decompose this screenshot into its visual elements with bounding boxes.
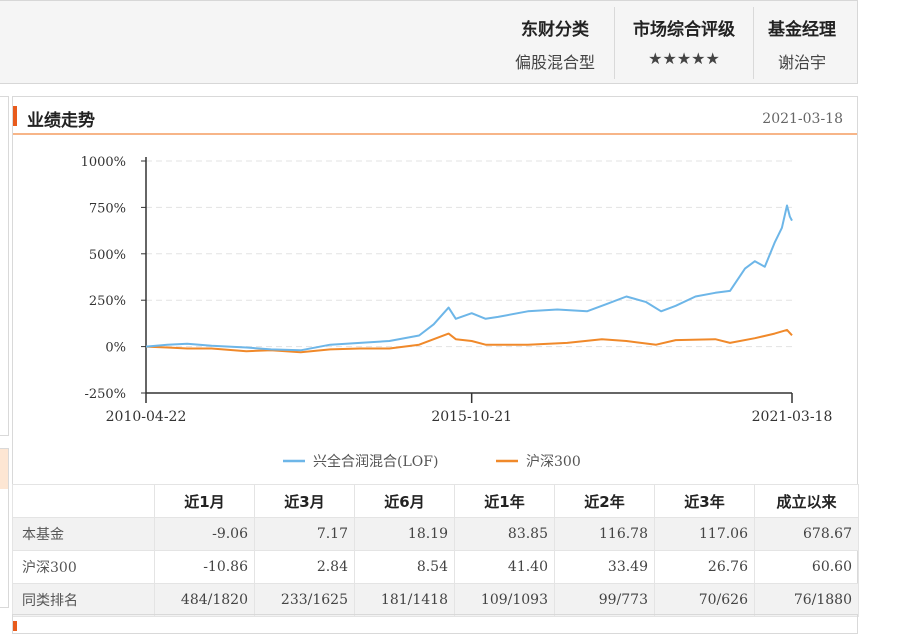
left-panel-edge-lower — [0, 448, 9, 608]
rating-label: 市场综合评级 — [633, 20, 735, 40]
table-row: 本基金 -9.06 7.17 18.19 83.85 116.78 117.06… — [12, 517, 859, 551]
chart-series — [145, 204, 793, 354]
table-cell: 8.54 — [354, 550, 455, 584]
table-cell: 76/1880 — [754, 583, 859, 617]
rating-stars: ★★★★★ — [648, 49, 720, 68]
row-label: 沪深300 — [12, 550, 155, 584]
table-cell: 26.76 — [654, 550, 755, 584]
table-cell: 83.85 — [454, 517, 555, 551]
table-cell: 18.19 — [354, 517, 455, 551]
series-line — [145, 328, 793, 354]
table-header-row: 近1月 近3月 近6月 近1年 近2年 近3年 成立以来 — [12, 484, 859, 518]
table-cell: 60.60 — [754, 550, 859, 584]
table-cell: 70/626 — [654, 583, 755, 617]
manager-label: 基金经理 — [768, 20, 836, 40]
category-column: 东财分类 偏股混合型 — [498, 1, 612, 85]
row-label: 本基金 — [12, 517, 155, 551]
y-tick-label: 1000% — [81, 155, 126, 170]
fund-summary-header: 东财分类 偏股混合型 市场综合评级 ★★★★★ 基金经理 谢治宇 — [0, 0, 858, 84]
performance-chart: 1000% 750% 500% 250% 0% -250% 2010-04-22 2015-1… — [81, 155, 833, 470]
chart-axes: 1000% 750% 500% 250% 0% -250% 2010-04-22 2015-1… — [81, 155, 833, 425]
table-cell: 109/1093 — [454, 583, 555, 617]
rating-column: 市场综合评级 ★★★★★ — [615, 1, 753, 85]
manager-column: 基金经理 谢治宇 — [754, 1, 850, 85]
legend-label[interactable]: 沪深300 — [526, 454, 581, 470]
table-cell: 181/1418 — [354, 583, 455, 617]
table-cell: 678.67 — [754, 517, 859, 551]
y-tick-label: 500% — [89, 248, 126, 263]
x-tick-label: 2015-10-21 — [431, 409, 512, 425]
table-header-cell: 近2年 — [554, 484, 655, 518]
y-tick-label: 250% — [89, 294, 126, 309]
table-header-cell — [12, 484, 155, 518]
table-cell: 33.49 — [554, 550, 655, 584]
table-header-cell: 近6月 — [354, 484, 455, 518]
table-header-cell: 近3年 — [654, 484, 755, 518]
table-row: 同类排名 484/1820 233/1625 181/1418 109/1093… — [12, 583, 859, 617]
category-value[interactable]: 偏股混合型 — [514, 53, 595, 72]
y-tick-label: 0% — [105, 341, 126, 356]
table-row: 沪深300 -10.86 2.84 8.54 41.40 33.49 26.76… — [12, 550, 859, 584]
table-header-cell: 近3月 — [254, 484, 355, 518]
table-cell: 41.40 — [454, 550, 555, 584]
table-header-cell: 近1月 — [154, 484, 255, 518]
table-header-cell: 近1年 — [454, 484, 555, 518]
table-cell: 116.78 — [554, 517, 655, 551]
table-header-cell: 成立以来 — [754, 484, 859, 518]
table-cell: 484/1820 — [154, 583, 255, 617]
table-cell: 2.84 — [254, 550, 355, 584]
title-accent-bar — [13, 106, 17, 126]
table-cell: 99/773 — [554, 583, 655, 617]
manager-name[interactable]: 谢治宇 — [777, 53, 826, 72]
table-cell: 233/1625 — [254, 583, 355, 617]
table-cell: -10.86 — [154, 550, 255, 584]
row-label: 同类排名 — [12, 583, 155, 617]
card-title: 业绩走势 — [27, 111, 95, 131]
table-cell: -9.06 — [154, 517, 255, 551]
table-cell: 7.17 — [254, 517, 355, 551]
x-tick-label: 2010-04-22 — [106, 409, 187, 425]
divider — [614, 7, 615, 79]
card-date: 2021-03-18 — [762, 111, 843, 127]
chart-legend[interactable]: 兴全合润混合(LOF) 沪深300 — [283, 453, 581, 470]
chart-grid — [146, 160, 792, 348]
divider — [753, 7, 754, 79]
next-section-card — [12, 614, 858, 634]
x-tick-label: 2021-03-18 — [752, 409, 833, 425]
card-header: 业绩走势 2021-03-18 — [13, 97, 857, 135]
legend-label[interactable]: 兴全合润混合(LOF) — [313, 453, 438, 470]
series-line — [145, 204, 793, 352]
table-cell: 117.06 — [654, 517, 755, 551]
category-label: 东财分类 — [521, 20, 589, 40]
performance-table: 近1月 近3月 近6月 近1年 近2年 近3年 成立以来 本基金 -9.06 7… — [12, 484, 859, 617]
y-tick-label: -250% — [84, 387, 126, 402]
left-panel-edge — [0, 96, 9, 436]
y-tick-label: 750% — [89, 201, 126, 216]
